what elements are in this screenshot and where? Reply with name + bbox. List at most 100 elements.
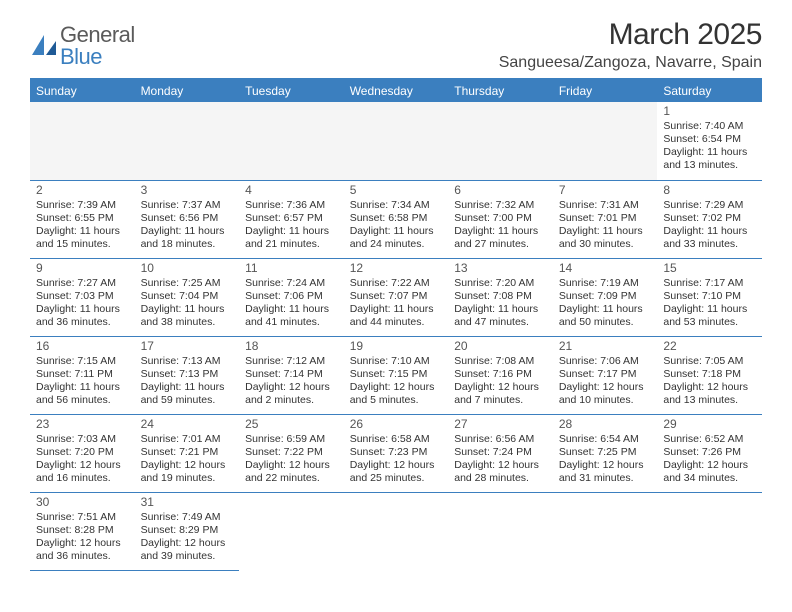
sunrise-line: Sunrise: 6:59 AM [245,433,338,446]
sunrise-line: Sunrise: 7:37 AM [141,199,234,212]
sunrise-line: Sunrise: 7:27 AM [36,277,129,290]
sunrise-line: Sunrise: 6:56 AM [454,433,547,446]
day-number: 26 [350,417,443,432]
daylight-line: Daylight: 12 hours and 36 minutes. [36,537,129,563]
daylight-line: Daylight: 12 hours and 13 minutes. [663,381,756,407]
daylight-line: Daylight: 11 hours and 59 minutes. [141,381,234,407]
sunset-line: Sunset: 7:10 PM [663,290,756,303]
calendar-day-cell: 16Sunrise: 7:15 AMSunset: 7:11 PMDayligh… [30,336,135,414]
calendar-day-cell: 27Sunrise: 6:56 AMSunset: 7:24 PMDayligh… [448,414,553,492]
sunrise-line: Sunrise: 7:03 AM [36,433,129,446]
calendar-day-cell: 1Sunrise: 7:40 AMSunset: 6:54 PMDaylight… [657,102,762,180]
daylight-line: Daylight: 11 hours and 27 minutes. [454,225,547,251]
calendar-day-cell: 5Sunrise: 7:34 AMSunset: 6:58 PMDaylight… [344,180,449,258]
sunrise-line: Sunrise: 7:15 AM [36,355,129,368]
calendar-day-cell: 9Sunrise: 7:27 AMSunset: 7:03 PMDaylight… [30,258,135,336]
daylight-line: Daylight: 12 hours and 10 minutes. [559,381,652,407]
sunset-line: Sunset: 7:25 PM [559,446,652,459]
sunset-line: Sunset: 7:26 PM [663,446,756,459]
day-details: Sunrise: 7:24 AMSunset: 7:06 PMDaylight:… [245,277,338,330]
sunset-line: Sunset: 6:57 PM [245,212,338,225]
calendar-day-cell: 6Sunrise: 7:32 AMSunset: 7:00 PMDaylight… [448,180,553,258]
day-number: 7 [559,183,652,198]
day-number: 16 [36,339,129,354]
sunset-line: Sunset: 7:16 PM [454,368,547,381]
sunset-line: Sunset: 7:08 PM [454,290,547,303]
sunset-line: Sunset: 6:54 PM [663,133,756,146]
sunrise-line: Sunrise: 7:39 AM [36,199,129,212]
sunrise-line: Sunrise: 7:36 AM [245,199,338,212]
sunset-line: Sunset: 7:03 PM [36,290,129,303]
day-number: 1 [663,104,756,119]
day-number: 10 [141,261,234,276]
sunset-line: Sunset: 7:11 PM [36,368,129,381]
day-details: Sunrise: 7:37 AMSunset: 6:56 PMDaylight:… [141,199,234,252]
daylight-line: Daylight: 11 hours and 30 minutes. [559,225,652,251]
sunrise-line: Sunrise: 6:54 AM [559,433,652,446]
daylight-line: Daylight: 12 hours and 22 minutes. [245,459,338,485]
sunrise-line: Sunrise: 7:17 AM [663,277,756,290]
daylight-line: Daylight: 12 hours and 5 minutes. [350,381,443,407]
day-number: 17 [141,339,234,354]
location-subtitle: Sangueesa/Zangoza, Navarre, Spain [499,54,762,72]
daylight-line: Daylight: 11 hours and 15 minutes. [36,225,129,251]
day-details: Sunrise: 7:13 AMSunset: 7:13 PMDaylight:… [141,355,234,408]
calendar-empty-cell [553,492,658,570]
day-details: Sunrise: 7:39 AMSunset: 6:55 PMDaylight:… [36,199,129,252]
sunrise-line: Sunrise: 7:05 AM [663,355,756,368]
sunset-line: Sunset: 7:17 PM [559,368,652,381]
calendar-day-cell: 30Sunrise: 7:51 AMSunset: 8:28 PMDayligh… [30,492,135,570]
day-details: Sunrise: 7:20 AMSunset: 7:08 PMDaylight:… [454,277,547,330]
calendar-day-cell: 13Sunrise: 7:20 AMSunset: 7:08 PMDayligh… [448,258,553,336]
day-number: 6 [454,183,547,198]
day-number: 8 [663,183,756,198]
day-number: 31 [141,495,234,510]
day-number: 20 [454,339,547,354]
weekday-header: Sunday [30,79,135,102]
logo-sail-icon [30,33,58,59]
page-title: March 2025 [499,18,762,52]
day-details: Sunrise: 7:49 AMSunset: 8:29 PMDaylight:… [141,511,234,564]
day-number: 3 [141,183,234,198]
day-number: 24 [141,417,234,432]
weekday-header: Friday [553,79,658,102]
calendar-table: SundayMondayTuesdayWednesdayThursdayFrid… [30,78,762,571]
day-number: 2 [36,183,129,198]
calendar-day-cell: 7Sunrise: 7:31 AMSunset: 7:01 PMDaylight… [553,180,658,258]
day-details: Sunrise: 7:19 AMSunset: 7:09 PMDaylight:… [559,277,652,330]
calendar-empty-cell [657,492,762,570]
day-details: Sunrise: 7:05 AMSunset: 7:18 PMDaylight:… [663,355,756,408]
day-number: 23 [36,417,129,432]
day-details: Sunrise: 7:08 AMSunset: 7:16 PMDaylight:… [454,355,547,408]
day-number: 13 [454,261,547,276]
day-details: Sunrise: 6:52 AMSunset: 7:26 PMDaylight:… [663,433,756,486]
calendar-week-row: 30Sunrise: 7:51 AMSunset: 8:28 PMDayligh… [30,492,762,570]
sunset-line: Sunset: 7:07 PM [350,290,443,303]
calendar-empty-cell [448,102,553,180]
calendar-day-cell: 3Sunrise: 7:37 AMSunset: 6:56 PMDaylight… [135,180,240,258]
daylight-line: Daylight: 12 hours and 34 minutes. [663,459,756,485]
sunset-line: Sunset: 7:04 PM [141,290,234,303]
day-number: 21 [559,339,652,354]
calendar-empty-cell [448,492,553,570]
day-number: 19 [350,339,443,354]
calendar-day-cell: 14Sunrise: 7:19 AMSunset: 7:09 PMDayligh… [553,258,658,336]
daylight-line: Daylight: 12 hours and 19 minutes. [141,459,234,485]
day-number: 28 [559,417,652,432]
daylight-line: Daylight: 11 hours and 53 minutes. [663,303,756,329]
daylight-line: Daylight: 12 hours and 2 minutes. [245,381,338,407]
calendar-day-cell: 4Sunrise: 7:36 AMSunset: 6:57 PMDaylight… [239,180,344,258]
calendar-day-cell: 11Sunrise: 7:24 AMSunset: 7:06 PMDayligh… [239,258,344,336]
calendar-week-row: 16Sunrise: 7:15 AMSunset: 7:11 PM Dayligh… [30,336,762,414]
sunrise-line: Sunrise: 7:10 AM [350,355,443,368]
calendar-week-row: 9Sunrise: 7:27 AMSunset: 7:03 PMDaylight… [30,258,762,336]
day-details: Sunrise: 7:36 AMSunset: 6:57 PMDaylight:… [245,199,338,252]
calendar-week-row: 1Sunrise: 7:40 AMSunset: 6:54 PMDaylight… [30,102,762,180]
sunrise-line: Sunrise: 6:58 AM [350,433,443,446]
sunrise-line: Sunrise: 7:13 AM [141,355,234,368]
sunset-line: Sunset: 7:20 PM [36,446,129,459]
calendar-day-cell: 28Sunrise: 6:54 AMSunset: 7:25 PMDayligh… [553,414,658,492]
sunrise-line: Sunrise: 7:29 AM [663,199,756,212]
day-number: 11 [245,261,338,276]
sunset-line: Sunset: 7:09 PM [559,290,652,303]
